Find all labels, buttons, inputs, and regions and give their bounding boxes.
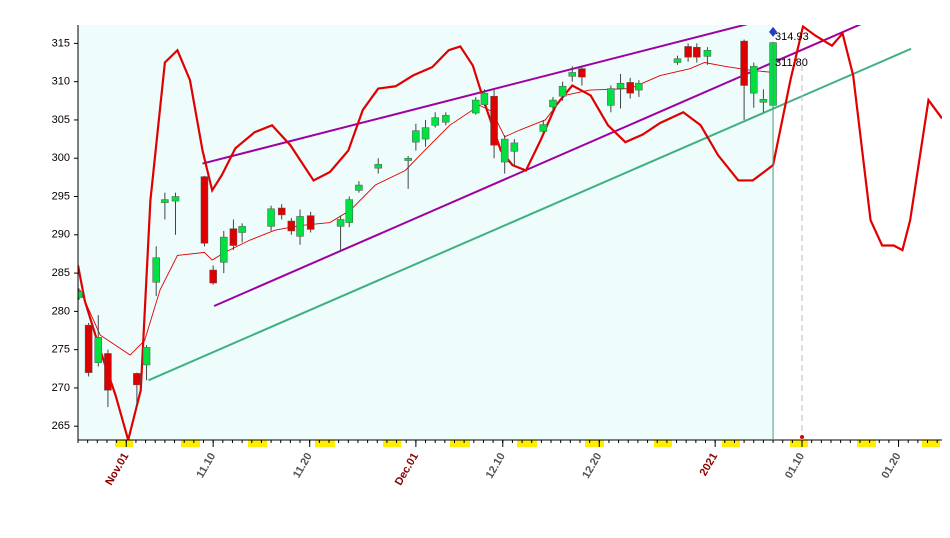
x-tick-label: 11.20 [291, 451, 315, 480]
candle-body [94, 337, 103, 363]
trend-line [202, 25, 748, 165]
candle-body [626, 82, 634, 94]
candle-body [480, 92, 489, 105]
candle-body [104, 353, 112, 391]
candle-body [336, 219, 345, 227]
y-tick-label: 310 [52, 76, 70, 88]
candle-body [161, 199, 169, 203]
candle-body [306, 215, 315, 230]
candle-body [238, 226, 246, 233]
candle-body [578, 68, 586, 78]
x-tick-label: 11.10 [194, 451, 218, 480]
candle-body [684, 46, 692, 58]
y-tick-label: 270 [52, 382, 70, 394]
candle-body [171, 196, 180, 202]
y-tick-label: 305 [52, 114, 70, 126]
candle-body [693, 46, 701, 58]
candle-body [442, 115, 450, 123]
candle-body [568, 72, 577, 77]
x-tick-label: 12.20 [580, 451, 604, 481]
candle-body [471, 99, 480, 114]
candle-body [355, 184, 363, 191]
candle-body [209, 269, 217, 284]
trend-line [213, 25, 862, 307]
x-tick-label: 2021 [698, 451, 721, 478]
y-tick-label: 300 [52, 152, 70, 164]
candle-body [229, 228, 238, 246]
candle-body [558, 86, 567, 97]
x-tick-label: 01.20 [880, 451, 904, 481]
candle-body [84, 324, 93, 373]
candle-body [78, 291, 83, 298]
y-tick-label: 290 [52, 229, 70, 241]
y-tick-label: 265 [52, 420, 70, 432]
price-annotation: 314.93 [775, 31, 809, 43]
candle-body [152, 257, 160, 283]
x-tick-label: 01.10 [783, 451, 807, 481]
y-tick-label: 315 [52, 37, 70, 49]
candle-body [374, 164, 382, 169]
cursor-dot [800, 435, 805, 439]
overlay-line [79, 62, 774, 356]
candle-body [740, 40, 748, 86]
candle-body [404, 157, 412, 161]
candle-body [635, 82, 643, 91]
candle-body [616, 82, 625, 89]
candle-body [500, 138, 509, 163]
candle-body [549, 99, 557, 108]
last-price-marker [769, 26, 778, 37]
candle-body [673, 58, 682, 63]
x-tick-label: Dec.01 [393, 451, 421, 488]
candle-body [277, 207, 286, 216]
candle-body [345, 199, 354, 223]
candle-body [431, 117, 439, 126]
plot-background [78, 25, 773, 440]
candle-body [421, 127, 430, 140]
candle-body [287, 220, 296, 232]
price-annotation: 311.80 [775, 57, 808, 69]
y-tick-label: 285 [52, 267, 70, 279]
candle-body [296, 216, 304, 237]
y-tick-label: 275 [52, 344, 70, 356]
y-tick-label: 295 [52, 190, 70, 202]
candle-body [200, 176, 209, 244]
overlay-line [78, 25, 942, 440]
candle-body [490, 95, 498, 146]
candle-body [220, 236, 228, 263]
candle-body [607, 88, 615, 106]
trend-line [148, 47, 912, 382]
candle-body [759, 99, 768, 103]
candle-body [133, 373, 141, 386]
candle-body [267, 208, 275, 227]
candle-body [142, 347, 151, 366]
candle-body [539, 124, 548, 132]
candle-body [412, 130, 420, 143]
candle-body [750, 66, 758, 94]
x-tick-label: 12.10 [484, 451, 508, 481]
x-tick-label: Nov.01 [103, 451, 131, 488]
weekend-markers [115, 440, 940, 447]
candle-body [510, 142, 519, 152]
candle-body [703, 50, 712, 57]
y-tick-label: 280 [52, 305, 70, 317]
